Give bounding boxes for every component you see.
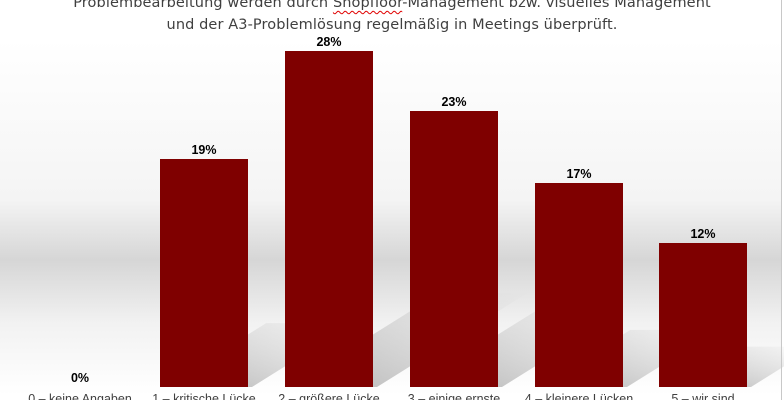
bar xyxy=(535,183,623,387)
category-label: 2 – größere Lücke xyxy=(278,392,379,400)
category-label: 5 – wir sind xyxy=(671,392,734,400)
data-label: 28% xyxy=(316,35,341,49)
bar xyxy=(285,51,373,387)
bar xyxy=(410,111,498,387)
chart-title-line-1: Problembearbeitung werden durch Shopfloo… xyxy=(0,0,784,11)
bar xyxy=(659,243,747,387)
bar xyxy=(160,159,248,387)
data-label: 19% xyxy=(191,143,216,157)
data-label: 17% xyxy=(566,167,591,181)
category-label: 0 – keine Angaben xyxy=(28,392,132,400)
data-label: 23% xyxy=(441,95,466,109)
spellcheck-marked-word: Shopfloor xyxy=(332,0,403,11)
chart-title-line-2: und der A3-Problemlösung regelmäßig in M… xyxy=(166,17,618,33)
data-label: 0% xyxy=(71,371,89,385)
frame-border xyxy=(781,0,782,400)
data-label: 12% xyxy=(690,227,715,241)
category-label: 4 – kleinere Lücken xyxy=(525,392,633,400)
category-label: 1 – kritische Lücke xyxy=(152,392,256,400)
category-label: 3 – einige ernste xyxy=(408,392,500,400)
